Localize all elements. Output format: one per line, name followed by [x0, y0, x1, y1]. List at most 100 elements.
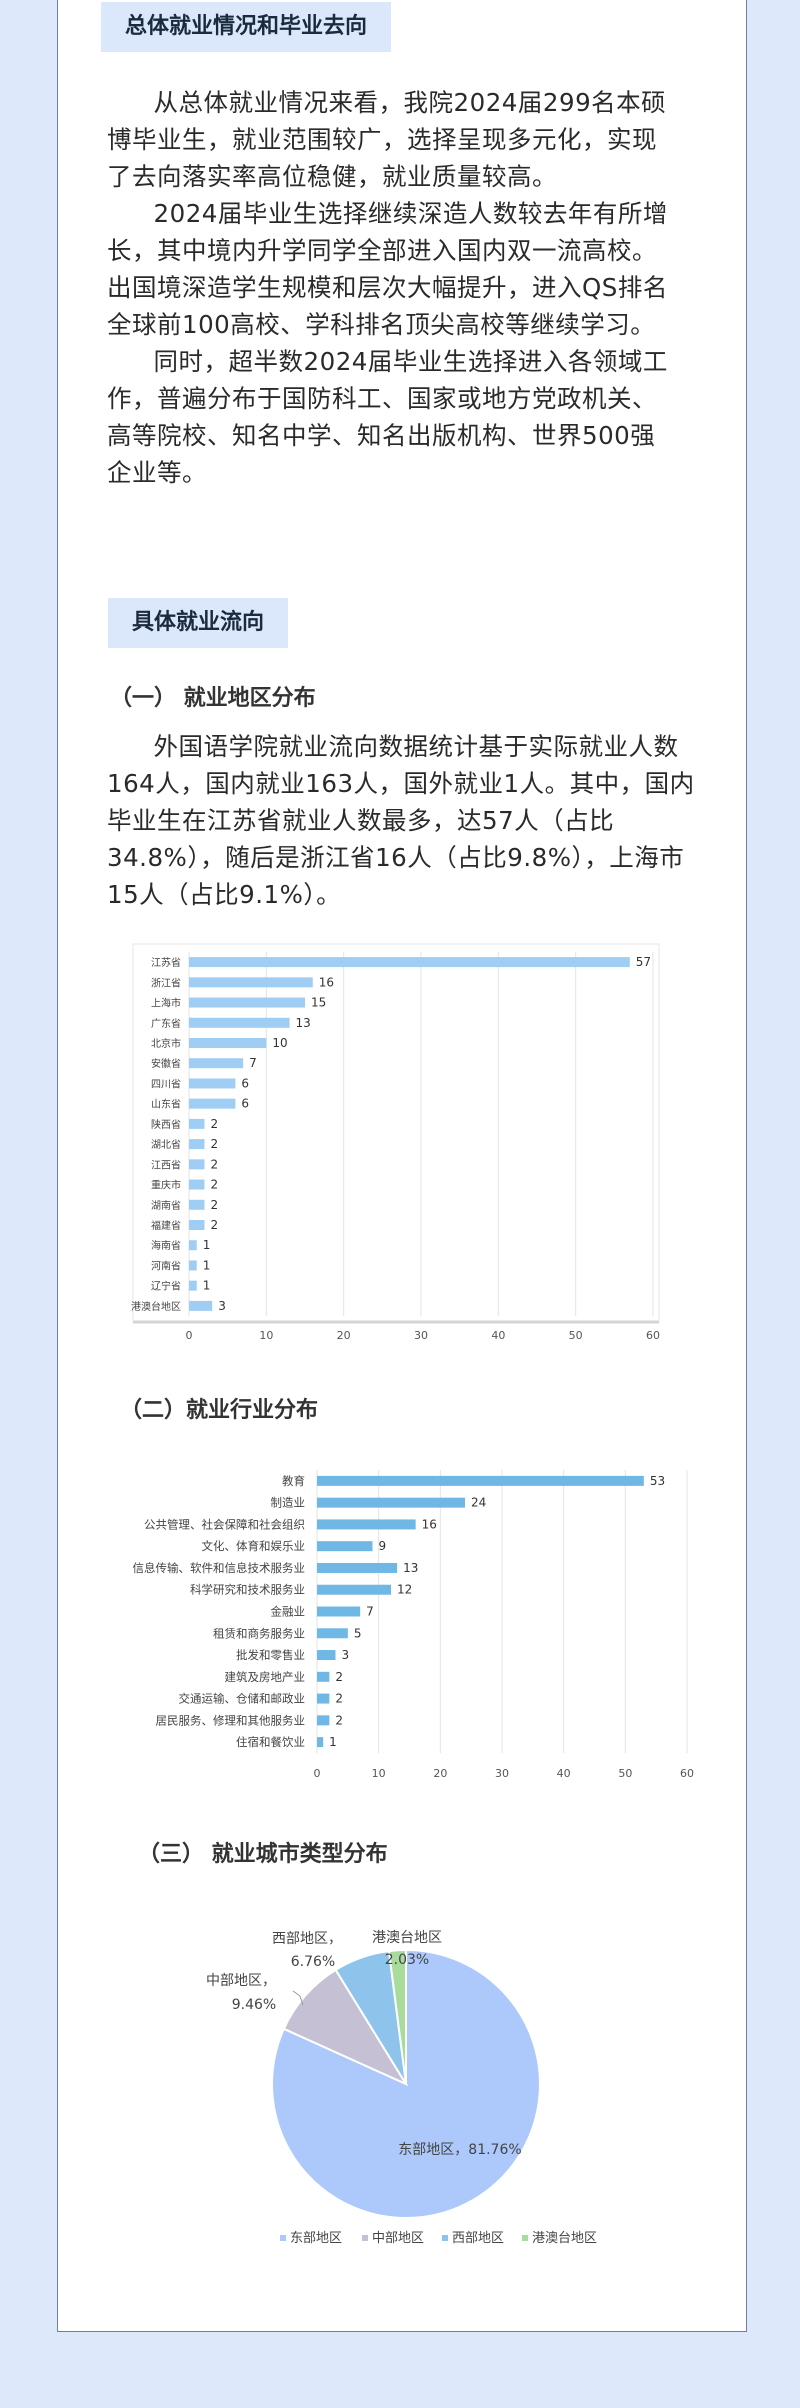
- section-title-flow: 具体就业流向: [108, 598, 289, 648]
- bar: [317, 1737, 324, 1748]
- x-tick-label: 10: [372, 1767, 386, 1780]
- category-label: 建筑及房地产业: [225, 1670, 306, 1684]
- data-label: 15: [311, 996, 326, 1010]
- category-label: 文化、体育和娱乐业: [202, 1539, 306, 1553]
- category-label: 河南省: [151, 1259, 181, 1272]
- category-label: 浙江省: [151, 976, 181, 989]
- bar: [189, 1199, 205, 1210]
- category-label: 教育: [282, 1474, 305, 1488]
- bar: [189, 1118, 205, 1129]
- bar: [189, 1159, 205, 1170]
- data-label: 9: [379, 1539, 387, 1553]
- legend-swatch: [522, 2235, 528, 2241]
- data-label: 2: [210, 1157, 218, 1171]
- city-heading: （三） 就业城市类型分布: [138, 1842, 388, 1867]
- leader-line: [292, 1990, 304, 2006]
- x-tick-label: 0: [314, 1767, 321, 1780]
- x-tick-label: 30: [495, 1767, 509, 1780]
- category-label: 居民服务、修理和其他服务业: [156, 1713, 306, 1727]
- category-label: 湖南省: [151, 1199, 181, 1212]
- category-label: 湖北省: [151, 1138, 181, 1151]
- data-label: 7: [366, 1605, 374, 1619]
- x-tick-label: 20: [337, 1329, 351, 1342]
- bar: [189, 1240, 197, 1251]
- legend-swatch: [362, 2235, 368, 2241]
- pie-slice: [282, 1968, 409, 2087]
- data-label: 6: [241, 1076, 249, 1090]
- category-label: 住宿和餐饮业: [236, 1735, 305, 1749]
- bar: [189, 977, 313, 988]
- x-tick-label: 0: [186, 1329, 193, 1342]
- industry-bar-chart: 0 10 20 30 40 50 60 教育 53 制造业 24 公共管理、社会保障和社会组织 16 文化…: [133, 1470, 694, 1780]
- region-heading: （一） 就业地区分布: [110, 686, 316, 711]
- bar: [189, 1017, 290, 1028]
- data-label: 24: [471, 1496, 486, 1510]
- category-label: 四川省: [151, 1077, 181, 1090]
- data-label: 2: [335, 1670, 343, 1684]
- bar: [317, 1519, 416, 1530]
- category-label: 港澳台地区: [131, 1300, 181, 1313]
- bar: [189, 1139, 205, 1150]
- data-label: 13: [403, 1561, 418, 1575]
- x-tick-label: 40: [491, 1329, 505, 1342]
- category-label: 山东省: [151, 1098, 181, 1111]
- x-tick-label: 40: [557, 1767, 571, 1780]
- category-label: 金融业: [271, 1605, 306, 1619]
- bar: [317, 1693, 330, 1704]
- bar: [189, 1280, 197, 1291]
- bar: [317, 1584, 391, 1595]
- bar: [317, 1715, 330, 1726]
- bar: [189, 1179, 205, 1190]
- data-label: 1: [203, 1238, 211, 1252]
- bar: [317, 1541, 373, 1552]
- data-label: 2: [210, 1198, 218, 1212]
- data-label: 10: [272, 1036, 287, 1050]
- bar: [189, 1038, 267, 1048]
- slice-label: 西部地区，: [272, 1931, 342, 1947]
- category-label: 重庆市: [151, 1179, 181, 1192]
- bar: [189, 957, 630, 968]
- category-label: 福建省: [151, 1219, 181, 1232]
- slice-label: 6.76%: [291, 1954, 335, 1970]
- bar: [189, 997, 305, 1008]
- data-label: 16: [422, 1517, 437, 1531]
- slice-label: 中部地区，: [206, 1973, 276, 1989]
- region-text: 外国语学院就业流向数据统计基于实际就业人数164人，国内就业163人，国外就业1…: [107, 728, 705, 913]
- legend-label: 港澳台地区: [532, 2230, 597, 2246]
- category-label: 江苏省: [151, 956, 181, 969]
- bar: [189, 1098, 236, 1109]
- data-label: 5: [354, 1626, 362, 1640]
- legend-swatch: [280, 2235, 286, 2241]
- category-label: 信息传输、软件和信息技术服务业: [133, 1561, 306, 1575]
- slice-label: 东部地区，81.76%: [398, 2142, 521, 2158]
- bar: [189, 1058, 244, 1069]
- legend-label: 中部地区: [372, 2231, 424, 2246]
- bar: [189, 1300, 213, 1311]
- legend-label: 东部地区: [290, 2231, 342, 2246]
- overview-paragraph-2: 2024届毕业生选择继续深造人数较去年有所增长，其中境内升学同学全部进入国内双一…: [107, 199, 668, 339]
- data-label: 2: [210, 1178, 218, 1192]
- bar: [317, 1671, 330, 1682]
- slice-label: 港澳台地区: [372, 1930, 442, 1946]
- x-tick-label: 10: [259, 1329, 273, 1342]
- category-label: 辽宁省: [151, 1280, 181, 1293]
- bar: [317, 1475, 644, 1486]
- category-label: 科学研究和技术服务业: [190, 1583, 305, 1597]
- data-label: 3: [218, 1299, 226, 1313]
- bar: [189, 1260, 197, 1271]
- bar: [317, 1650, 336, 1661]
- category-label: 上海市: [151, 997, 181, 1010]
- x-tick-label: 60: [680, 1767, 694, 1780]
- category-label: 广东省: [151, 1017, 181, 1030]
- data-label: 3: [342, 1648, 350, 1662]
- city-type-pie-chart: 东部地区，81.76% 中部地区， 9.46% 西部地区， 6.76% 港澳台地区 2.03…: [206, 1930, 597, 2246]
- x-tick-label: 20: [433, 1767, 447, 1780]
- overview-text: 从总体就业情况来看，我院2024届299名本硕博毕业生，就业范围较广，选择呈现多…: [107, 84, 675, 491]
- category-label: 北京市: [151, 1037, 181, 1050]
- x-tick-label: 60: [646, 1329, 660, 1342]
- data-label: 12: [397, 1583, 412, 1597]
- category-label: 租赁和商务服务业: [213, 1626, 305, 1640]
- x-tick-label: 50: [618, 1767, 632, 1780]
- data-label: 1: [203, 1258, 211, 1272]
